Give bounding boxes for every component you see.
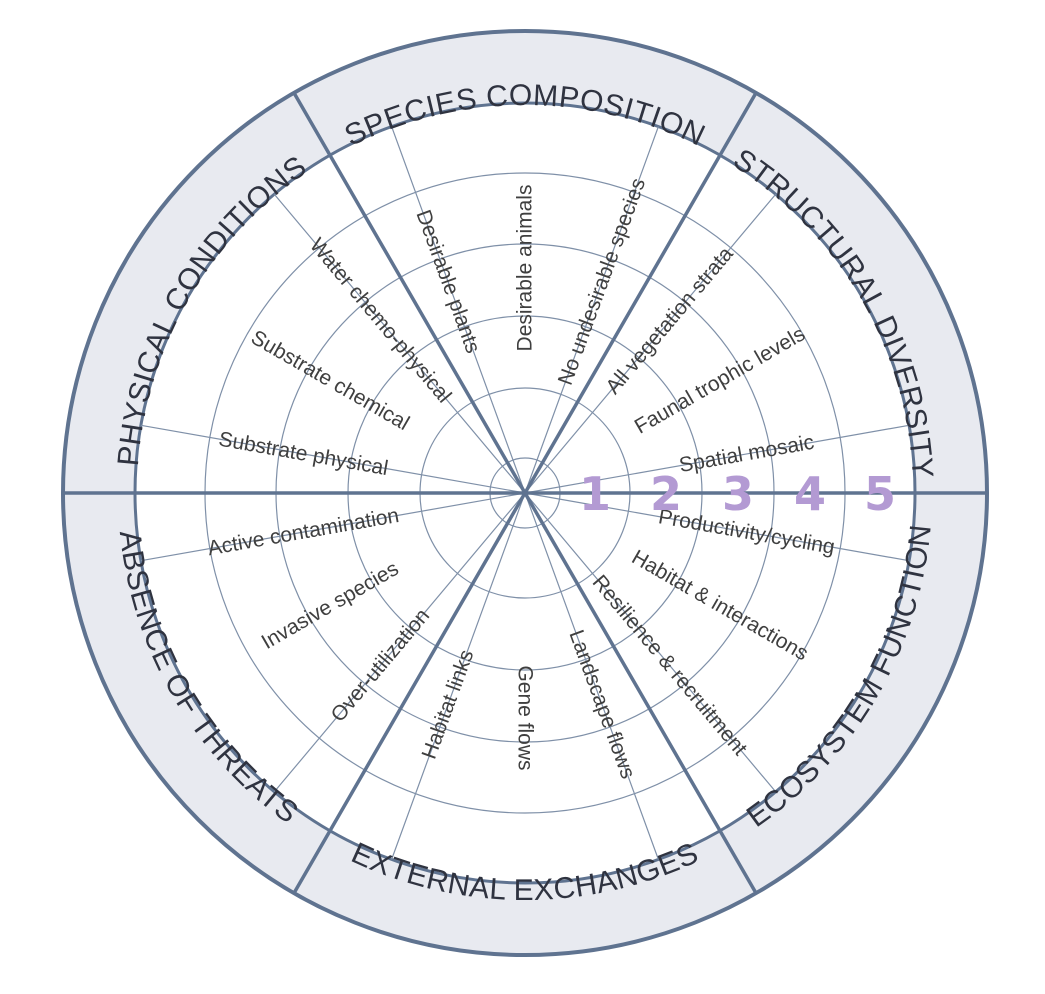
category-divider	[292, 492, 527, 894]
scale-number-2: 2	[650, 467, 682, 521]
attribute-divider	[391, 492, 526, 860]
scale-number-5: 5	[864, 467, 896, 521]
attribute-divider	[524, 492, 777, 793]
attribute-divider	[273, 193, 526, 494]
scale-number-4: 4	[794, 467, 826, 521]
category-divider	[292, 92, 527, 494]
attribute-divider	[524, 424, 910, 494]
attribute-label: Desirable animals	[514, 185, 537, 352]
attribute-label: Gene flows	[514, 665, 537, 770]
attribute-divider	[273, 492, 526, 793]
rating-grid	[63, 92, 987, 894]
category-divider	[523, 92, 758, 494]
attribute-divider	[524, 492, 659, 860]
attribute-divider	[524, 492, 910, 562]
attribute-divider	[524, 193, 777, 494]
attribute-divider	[524, 126, 659, 494]
scale-number-3: 3	[722, 467, 754, 521]
attribute-divider	[391, 126, 526, 494]
attribute-divider	[140, 424, 526, 494]
attribute-divider	[140, 492, 526, 562]
scale-number-1: 1	[579, 467, 611, 521]
category-divider	[523, 492, 758, 894]
